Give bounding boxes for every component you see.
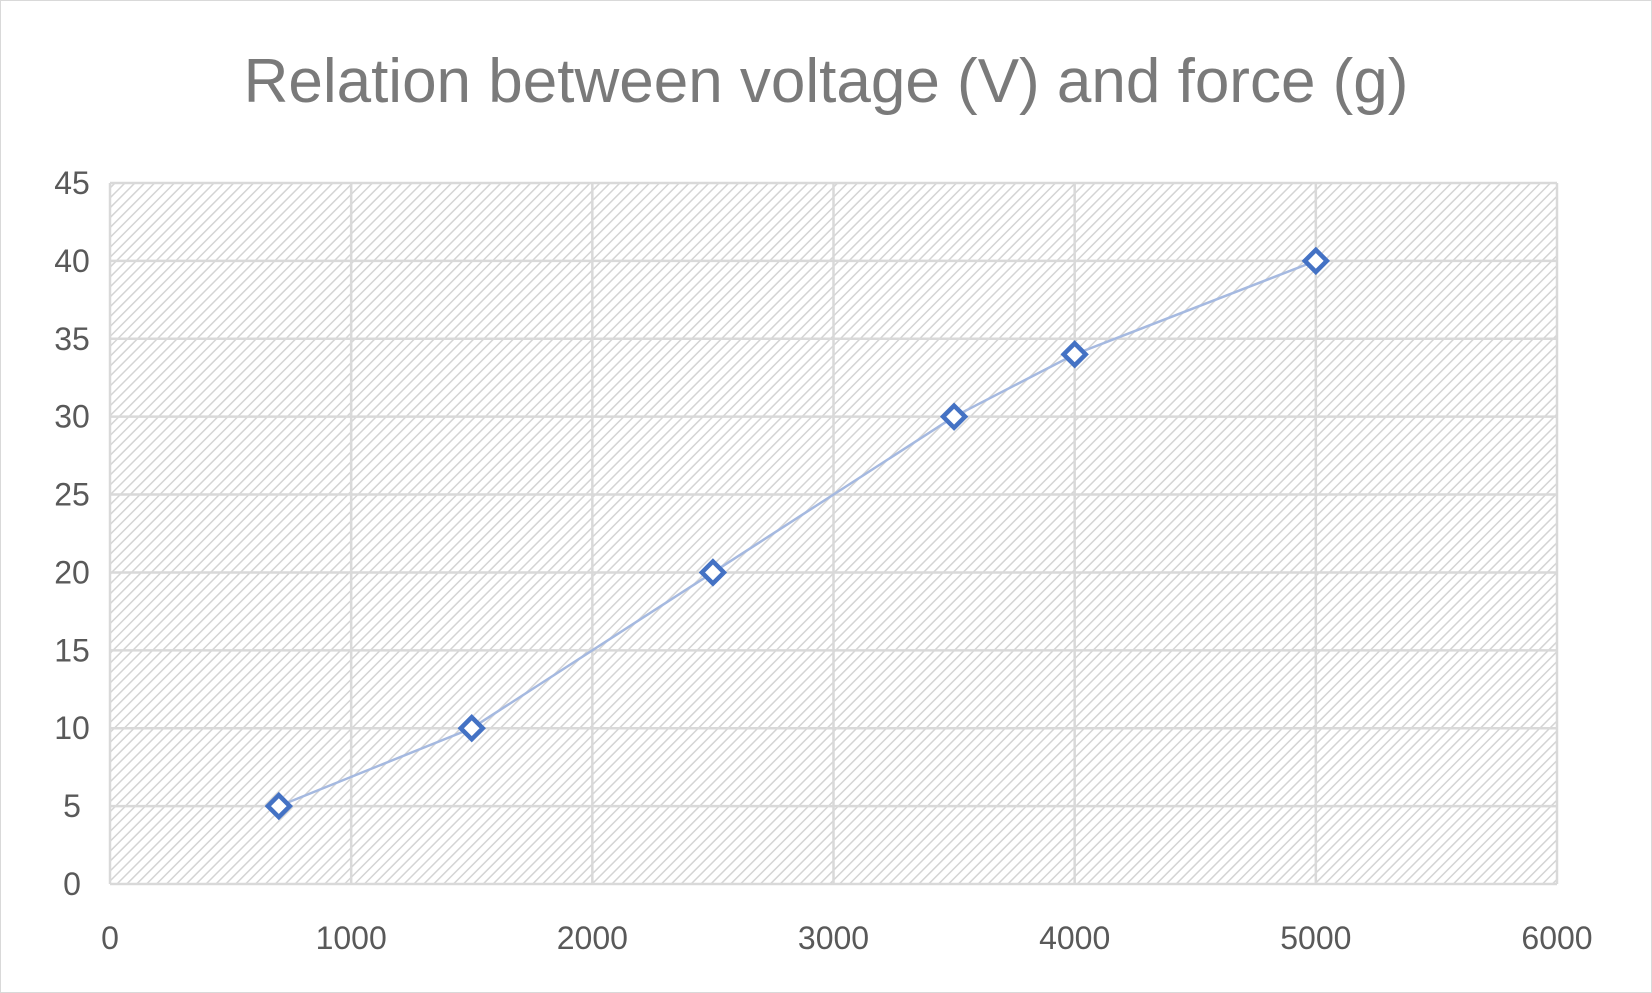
y-tick-label-8: 40 — [54, 243, 90, 279]
x-tick-label-4: 4000 — [1039, 920, 1110, 956]
gridlines — [108, 181, 1559, 886]
data-point-4 — [1060, 340, 1089, 369]
chart-title: Relation between voltage (V) and force (… — [243, 47, 1409, 116]
data-point-2 — [698, 558, 728, 587]
data-point-0 — [264, 791, 293, 821]
y-tick-label-2: 10 — [54, 710, 90, 746]
y-tick-label-0: 0 — [63, 866, 81, 902]
data-point-3 — [939, 402, 969, 431]
y-axis-ticks: 0 5 10 15 20 25 30 35 40 45 — [54, 165, 90, 902]
x-tick-label-2: 2000 — [557, 920, 628, 956]
data-point-5 — [1301, 246, 1331, 276]
y-tick-label-7: 35 — [54, 321, 90, 357]
y-tick-label-1: 5 — [63, 788, 81, 824]
y-tick-label-9: 45 — [54, 165, 90, 201]
series-line-0 — [278, 259, 1317, 808]
x-tick-label-6: 6000 — [1521, 920, 1592, 956]
y-tick-label-4: 20 — [54, 554, 90, 590]
y-tick-label-3: 15 — [54, 632, 90, 668]
y-tick-label-5: 25 — [54, 477, 90, 513]
data-point-1 — [457, 714, 486, 743]
y-tick-label-6: 30 — [54, 399, 90, 435]
x-tick-label-0: 0 — [101, 920, 119, 956]
x-tick-label-5: 5000 — [1280, 920, 1351, 956]
x-tick-label-3: 3000 — [798, 920, 869, 956]
x-axis-ticks: 0 1000 2000 3000 4000 5000 6000 — [101, 920, 1592, 956]
data-series — [264, 246, 1331, 821]
x-tick-label-1: 1000 — [316, 920, 387, 956]
